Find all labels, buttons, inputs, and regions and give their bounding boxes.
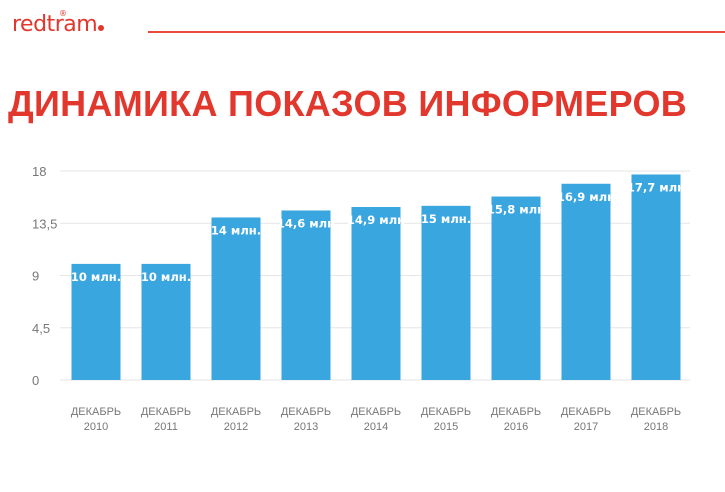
header-divider xyxy=(148,31,725,33)
y-tick-label: 0 xyxy=(32,373,39,388)
x-tick-label: 2011 xyxy=(154,421,178,433)
y-tick-label: 13,5 xyxy=(32,216,57,231)
bar xyxy=(561,183,611,380)
x-tick-label: ДЕКАБРЬ xyxy=(211,406,261,418)
x-tick-label: 2016 xyxy=(504,421,528,433)
bar xyxy=(631,174,681,380)
x-tick-label: ДЕКАБРЬ xyxy=(71,406,121,418)
data-label: 15,8 млн xyxy=(487,203,545,217)
x-tick-label: 2014 xyxy=(364,421,388,433)
x-tick-label: 2018 xyxy=(644,421,668,433)
data-label: 16,9 млн xyxy=(557,190,615,204)
data-label: 10 млн. xyxy=(141,270,191,284)
x-tick-label: ДЕКАБРЬ xyxy=(561,406,611,418)
y-tick-label: 18 xyxy=(32,164,46,179)
registered-mark: ® xyxy=(59,9,67,18)
x-tick-label: 2013 xyxy=(294,421,318,433)
x-tick-label: ДЕКАБРЬ xyxy=(421,406,471,418)
x-tick-label: 2015 xyxy=(434,421,458,433)
x-tick-label: 2012 xyxy=(224,421,248,433)
x-tick-label: ДЕКАБРЬ xyxy=(141,406,191,418)
bar xyxy=(71,263,121,380)
data-label: 14,9 млн xyxy=(347,213,405,227)
bar xyxy=(491,196,541,380)
x-tick-label: ДЕКАБРЬ xyxy=(491,406,541,418)
bar xyxy=(141,263,191,380)
data-label: 14 млн. xyxy=(211,223,261,237)
brand-logo-dot xyxy=(98,25,105,31)
y-tick-label: 4,5 xyxy=(32,321,50,336)
x-tick-label: 2017 xyxy=(574,421,598,433)
brand-logo-text: redtram xyxy=(12,12,98,37)
x-tick-label: ДЕКАБРЬ xyxy=(281,406,331,418)
brand-logo: redtram ® xyxy=(12,10,105,37)
page-title: ДИНАМИКА ПОКАЗОВ ИНФОРМЕРОВ xyxy=(8,83,688,124)
data-label: 17,7 млн xyxy=(627,180,685,194)
bar xyxy=(211,217,261,380)
data-label: 10 млн. xyxy=(71,270,121,284)
data-label: 14,6 млн xyxy=(277,216,335,230)
x-tick-label: 2010 xyxy=(84,421,108,433)
x-tick-label: ДЕКАБРЬ xyxy=(351,406,401,418)
data-label: 15 млн. xyxy=(421,212,471,226)
x-tick-label: ДЕКАБРЬ xyxy=(631,406,681,418)
y-tick-label: 9 xyxy=(32,269,39,284)
bar xyxy=(351,206,401,380)
bar xyxy=(421,205,471,380)
bar xyxy=(281,210,331,380)
